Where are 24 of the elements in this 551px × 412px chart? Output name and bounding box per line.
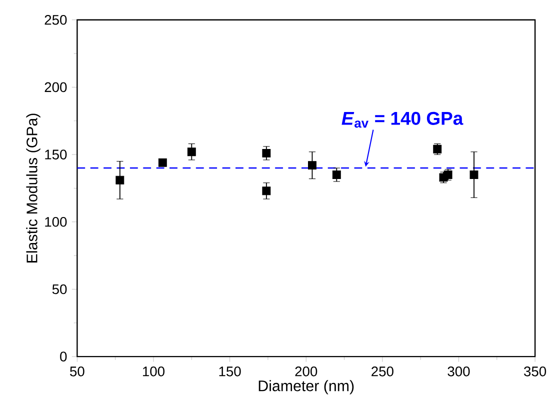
point xyxy=(262,148,271,158)
y-tick-label: 0 xyxy=(60,352,67,362)
x-tick-label: 50 xyxy=(70,366,84,376)
x-tick-label: 300 xyxy=(448,366,470,376)
y-tick-label: 150 xyxy=(45,150,67,160)
x-tick-label: 100 xyxy=(142,366,164,376)
point xyxy=(308,161,316,170)
point xyxy=(158,158,167,167)
y-tick-label: 250 xyxy=(44,14,67,25)
point xyxy=(332,170,341,179)
y-tick-label: 50 xyxy=(52,284,67,294)
point xyxy=(187,148,196,156)
point xyxy=(116,176,124,184)
y-axis-title: Elastic Modulus (GPa) xyxy=(26,114,40,262)
ref-line-label: E$_{av}$ = 140 GPa xyxy=(342,112,464,128)
y-tick-label: 100 xyxy=(45,216,67,227)
x-tick-label: 150 xyxy=(219,366,241,376)
point xyxy=(470,170,478,179)
x-tick-label: 200 xyxy=(295,366,318,376)
x-tick-label: 350 xyxy=(524,366,546,376)
point xyxy=(262,186,271,196)
y-tick-label: 200 xyxy=(44,82,67,92)
x-tick-label: 250 xyxy=(372,366,394,376)
x-axis-title: Diameter (nm) xyxy=(258,380,354,394)
